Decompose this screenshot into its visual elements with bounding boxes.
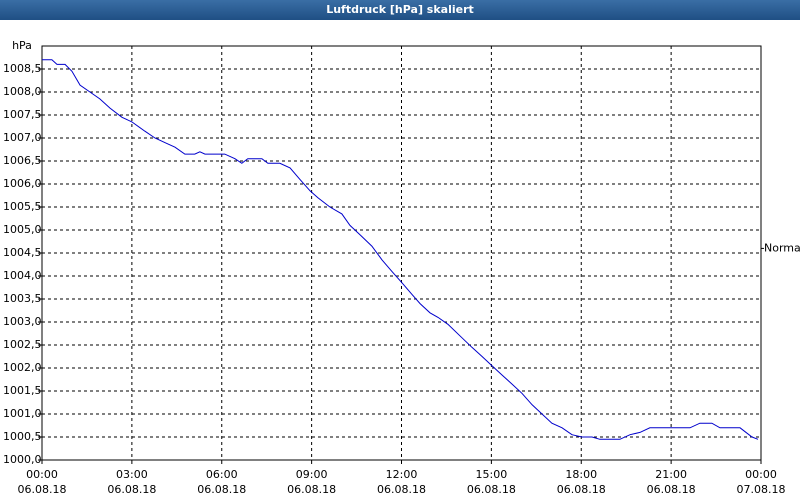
y-tick-label: 1000,5 — [3, 430, 42, 443]
y-tick-label: 1005,5 — [3, 200, 42, 213]
x-tick-label: 03:00 — [116, 468, 148, 481]
y-tick-label: 1000,0 — [3, 453, 42, 466]
title-bar — [0, 0, 800, 20]
x-tick-label: 06:00 — [206, 468, 238, 481]
y-tick-label: 1007,5 — [3, 108, 42, 121]
y-tick-label: 1004,5 — [3, 246, 42, 259]
data-line — [42, 59, 759, 440]
x-tick-label: 00:00 — [745, 468, 777, 481]
y-tick-label: 1001,5 — [3, 384, 42, 397]
x-tick-date: 06.08.18 — [107, 483, 156, 496]
y-tick-label: 1007,0 — [3, 131, 42, 144]
y-tick-label: 1008,5 — [3, 62, 42, 75]
x-tick-date: 06.08.18 — [467, 483, 516, 496]
x-tick-date: 06.08.18 — [197, 483, 246, 496]
x-tick-date: 06.08.18 — [18, 483, 67, 496]
y-unit: hPa — [12, 39, 32, 52]
x-tick-label: 21:00 — [655, 468, 687, 481]
y-tick-label: 1003,5 — [3, 292, 42, 305]
chart-title: Luftdruck [hPa] skaliert — [326, 3, 474, 16]
x-tick-date: 06.08.18 — [647, 483, 696, 496]
x-tick-label: 09:00 — [296, 468, 328, 481]
annotation-label: Normal — [764, 241, 800, 254]
x-tick-date: 06.08.18 — [557, 483, 606, 496]
y-tick-label: 1002,0 — [3, 361, 42, 374]
x-tick-label: 00:00 — [26, 468, 58, 481]
y-tick-label: 1005,0 — [3, 223, 42, 236]
y-tick-label: 1008,0 — [3, 85, 42, 98]
x-tick-date: 06.08.18 — [377, 483, 426, 496]
x-tick-label: 18:00 — [565, 468, 597, 481]
x-tick-label: 12:00 — [386, 468, 418, 481]
y-tick-label: 1002,5 — [3, 338, 42, 351]
y-tick-label: 1001,0 — [3, 407, 42, 420]
x-tick-date: 06.08.18 — [287, 483, 336, 496]
y-tick-label: 1004,0 — [3, 269, 42, 282]
x-tick-date: 07.08.18 — [737, 483, 786, 496]
y-tick-label: 1003,0 — [3, 315, 42, 328]
plot-border — [41, 45, 762, 461]
y-tick-label: 1006,0 — [3, 177, 42, 190]
y-tick-label: 1006,5 — [3, 154, 42, 167]
x-tick-label: 15:00 — [476, 468, 508, 481]
